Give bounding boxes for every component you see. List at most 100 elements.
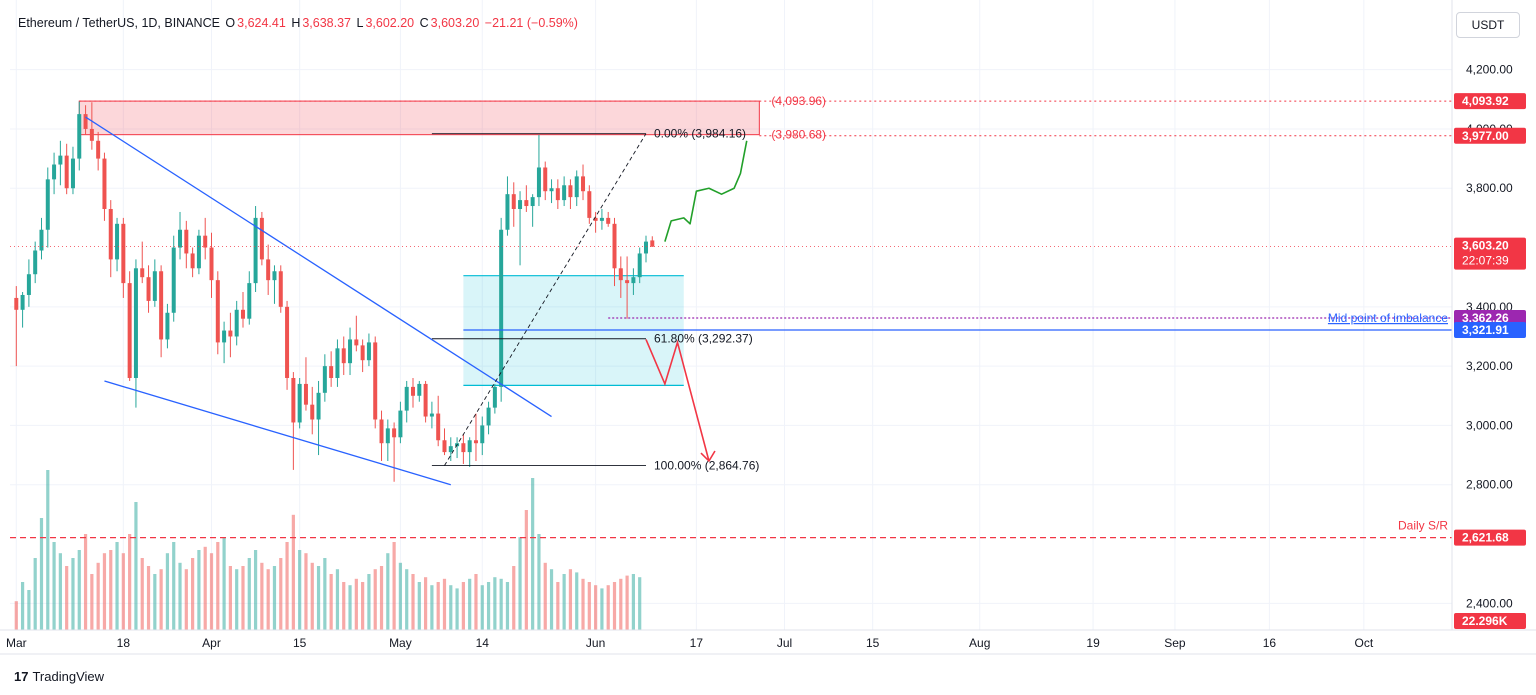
candle-body <box>499 229 504 387</box>
lower-wedge-trendline <box>104 380 451 486</box>
time-tick-label: Mar <box>6 636 27 650</box>
candle-body <box>266 259 271 281</box>
candle-body <box>196 235 201 269</box>
price-label-text: 22.296K <box>1462 614 1508 628</box>
low-label: L <box>356 16 364 30</box>
candle-body <box>650 240 655 247</box>
candle-body <box>127 283 132 378</box>
time-tick-label: Oct <box>1355 636 1374 650</box>
volume-bar <box>310 562 314 630</box>
fib-level-label: 100.00% (2,864.76) <box>654 459 759 473</box>
price-label-text: 2,621.68 <box>1462 531 1509 545</box>
volume-bar <box>619 578 623 630</box>
candle-body <box>165 312 170 340</box>
change-value: −21.21 (−0.59%) <box>484 16 578 30</box>
fib-diagonal <box>444 133 647 466</box>
price-label-box <box>1454 529 1526 546</box>
candle-body <box>278 271 283 307</box>
candle-body <box>568 185 573 198</box>
volume-bar <box>568 569 573 630</box>
volume-bar <box>253 550 258 630</box>
volume-bar <box>423 577 428 630</box>
volume-bar <box>354 578 358 630</box>
close-value: 3,603.20 <box>430 16 480 30</box>
volume-bar <box>455 588 459 630</box>
volume-bar <box>216 542 220 630</box>
symbol-header: Ethereum / TetherUS, 1D, BINANCE O 3,624.… <box>18 16 580 30</box>
close-label: C <box>419 16 429 30</box>
volume-bar <box>197 550 201 630</box>
candle-body <box>64 155 69 189</box>
supply-bottom-label: (3,980.68) <box>771 128 826 142</box>
candle-body <box>203 235 208 248</box>
volume-bar <box>625 575 629 630</box>
candle-body <box>322 366 327 393</box>
fib-level-label: 0.00% (3,984.16) <box>654 127 746 141</box>
volume-bar <box>342 582 346 630</box>
volume-bar <box>398 562 403 630</box>
volume-bar <box>228 566 232 630</box>
volume-bar <box>537 534 541 630</box>
candle-body <box>329 366 334 378</box>
tradingview-footer[interactable]: 17 TradingView <box>14 669 104 684</box>
time-axis[interactable]: Mar 18 Apr 15 May 14 Jun 17 Jul 15 Aug 19 Sep 16 Oct <box>0 629 1536 655</box>
volume-bar <box>512 566 516 630</box>
volume-bar <box>46 470 50 630</box>
candle-body <box>26 274 31 295</box>
candle-body <box>637 253 642 278</box>
volume-bar <box>323 558 327 630</box>
volume-bar <box>379 566 384 630</box>
price-label-box <box>1454 93 1526 110</box>
volume-bar <box>606 585 610 630</box>
candle-body <box>360 345 365 361</box>
candle-body <box>140 268 145 278</box>
volume-bar <box>549 569 554 630</box>
candle-body <box>335 348 340 378</box>
volume-bar <box>442 578 447 630</box>
candle-body <box>354 339 359 346</box>
candle-body <box>379 419 384 444</box>
volume-bars <box>14 470 642 630</box>
candle-body <box>404 386 409 411</box>
volume-bar <box>304 553 308 630</box>
volume-bar <box>134 502 138 630</box>
currency-button[interactable]: USDT <box>1456 12 1520 38</box>
candle-body <box>215 280 220 343</box>
price-label-countdown: 22:07:39 <box>1462 254 1509 268</box>
time-tick-label: 17 <box>690 636 704 650</box>
candle-body <box>146 277 151 301</box>
candle-body <box>467 440 472 453</box>
volume-bar <box>39 518 44 630</box>
candle-body <box>222 330 227 343</box>
candle-body <box>511 194 516 209</box>
volume-bar <box>594 585 598 630</box>
volume-bar <box>581 578 585 630</box>
volume-bar <box>486 582 491 630</box>
candle-body <box>303 383 308 405</box>
candle-body <box>33 250 38 275</box>
tradingview-logo-icon: 17 <box>14 669 29 684</box>
candle-body <box>423 383 428 417</box>
volume-bar <box>367 574 371 630</box>
time-tick-label: 14 <box>476 636 490 650</box>
tradingview-brand: TradingView <box>32 669 105 684</box>
volume-bar <box>531 478 535 630</box>
bearish-arrow-head <box>700 450 716 463</box>
candle-body <box>543 167 548 192</box>
volume-bar <box>172 542 176 630</box>
volume-bar <box>102 553 107 630</box>
candle-body <box>58 155 63 165</box>
high-value: 3,638.37 <box>302 16 352 30</box>
candle-body <box>291 377 296 423</box>
volume-bar <box>474 574 478 630</box>
volume-bar <box>335 569 340 630</box>
candle-body <box>366 342 371 361</box>
candle-body <box>480 425 485 444</box>
candle-body <box>285 306 290 378</box>
symbol-name[interactable]: Ethereum / TetherUS, 1D, BINANCE <box>18 16 220 30</box>
candle-body <box>606 217 611 224</box>
volume-bar <box>291 514 295 630</box>
candle-body <box>310 404 315 420</box>
